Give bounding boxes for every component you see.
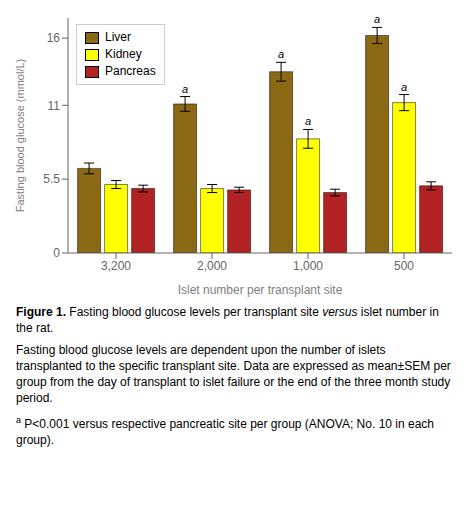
svg-text:Fasting blood glucose (mmol/L): Fasting blood glucose (mmol/L): [14, 59, 26, 212]
svg-text:a: a: [182, 83, 188, 95]
html-text:Figure 1. Fasting blood glucos: Figure 1. Fasting blood glucose levels p…: [16, 305, 439, 335]
svg-text:0: 0: [53, 246, 60, 260]
svg-text:500: 500: [394, 259, 414, 273]
html-text:aP<0.001 versus respective pan: aP<0.001 versus respective pancreatic si…: [16, 415, 434, 447]
svg-text:a: a: [401, 81, 407, 93]
svg-text:1,000: 1,000: [293, 259, 323, 273]
html-text:Pancreas: Pancreas: [105, 64, 156, 78]
svg-text:a: a: [278, 48, 284, 60]
svg-text:5.5: 5.5: [43, 172, 60, 186]
svg-text:a: a: [374, 13, 380, 25]
svg-text:16: 16: [47, 31, 61, 45]
svg-text:a: a: [305, 115, 311, 127]
svg-text:11: 11: [48, 99, 61, 113]
svg-text:Islet number per transplant si: Islet number per transplant site: [178, 283, 343, 297]
html-text:Kidney: Kidney: [105, 47, 142, 61]
svg-text:2,000: 2,000: [197, 259, 227, 273]
html-text:Liver: Liver: [105, 30, 131, 44]
html-text:Fasting blood glucose levels a: Fasting blood glucose levels are depende…: [16, 343, 451, 405]
svg-text:3,200: 3,200: [101, 259, 131, 273]
